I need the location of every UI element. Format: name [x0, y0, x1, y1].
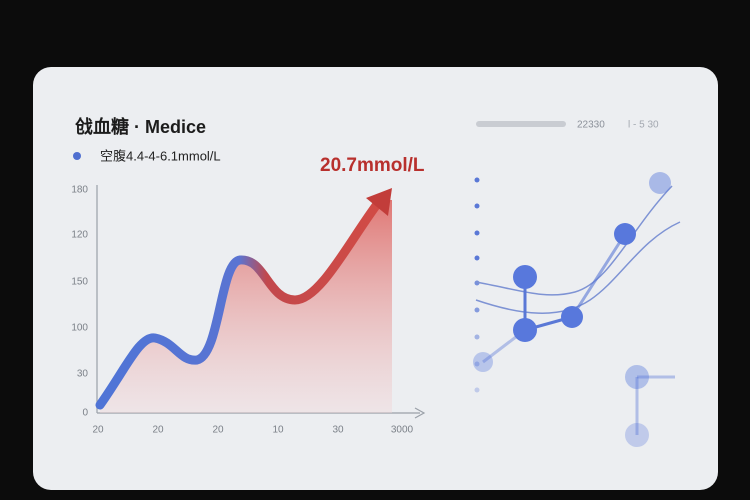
area — [100, 200, 392, 413]
connector — [570, 233, 627, 318]
dot — [474, 203, 480, 209]
legend-text: 空腹4.4-4-6.1mmol/L — [100, 148, 221, 163]
axis-labels: 180 120 150 100 30 0 20 20 20 10 30 3000 — [71, 185, 413, 436]
dot — [474, 230, 480, 236]
dot — [474, 361, 480, 367]
placeholder-bar — [476, 121, 566, 127]
curve — [475, 185, 673, 296]
dot-column — [474, 177, 480, 393]
side-meta: l - 5 30 — [628, 120, 659, 131]
curve — [475, 221, 681, 314]
dot — [474, 177, 480, 183]
y-axis-label: 150 — [71, 277, 88, 288]
node — [625, 423, 649, 447]
node — [649, 172, 671, 194]
x-axis-label: 20 — [92, 425, 104, 436]
x-axis-label: 10 — [272, 425, 284, 436]
legend-dot — [73, 152, 81, 160]
node — [561, 306, 583, 328]
x-axis-label: 20 — [212, 425, 224, 436]
annotation: 20.7mmol/L — [320, 155, 425, 176]
axis-arrow — [414, 407, 426, 419]
node — [473, 352, 493, 372]
y-axis-label: 120 — [71, 230, 88, 241]
title: 戗血糖 · Medice — [75, 116, 206, 137]
nodes — [473, 172, 671, 447]
dot — [474, 307, 480, 313]
side-header: 22330 — [577, 120, 605, 131]
node — [513, 318, 537, 342]
x-axis-label: 20 — [152, 425, 164, 436]
ribbon — [95, 198, 383, 410]
dot — [474, 334, 480, 340]
y-axis-label: 180 — [71, 185, 88, 196]
node — [614, 223, 636, 245]
x-axis-label: 30 — [332, 425, 344, 436]
y-axis-label: 100 — [71, 323, 88, 334]
y-axis-label: 0 — [82, 408, 88, 419]
node — [625, 365, 649, 389]
arrow-head — [366, 188, 392, 216]
y-axis-label: 30 — [77, 369, 89, 380]
node — [513, 265, 537, 289]
x-axis-label: 3000 — [391, 425, 414, 436]
dot — [474, 387, 480, 393]
dot — [474, 255, 480, 261]
